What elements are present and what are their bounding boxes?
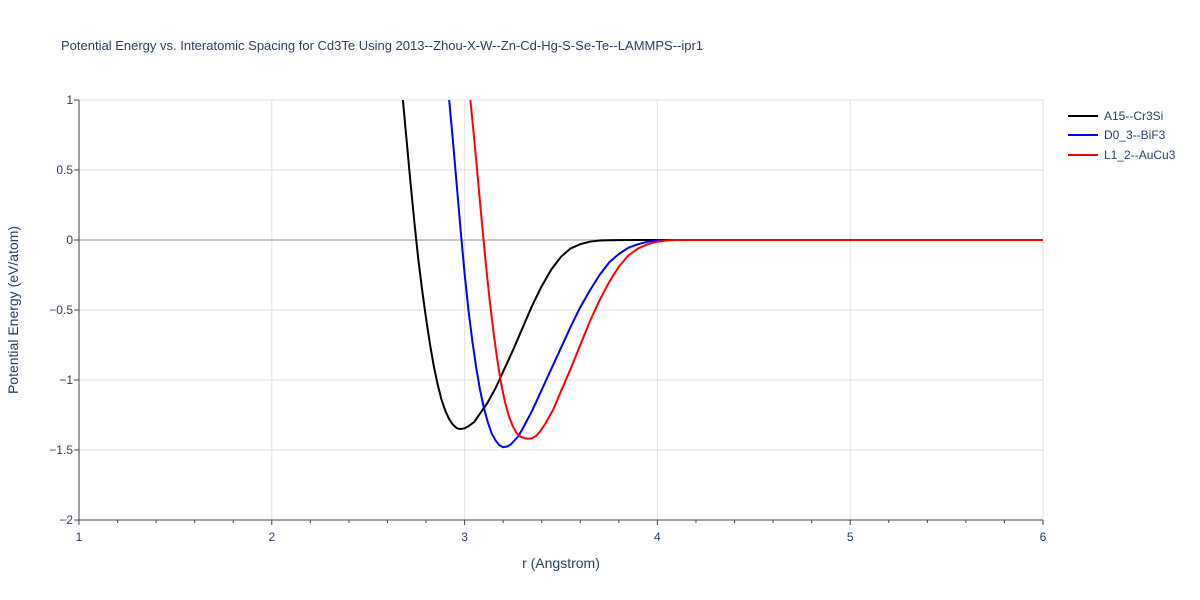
y-axis-label: Potential Energy (eV/atom)	[5, 226, 21, 394]
legend-swatch-d03	[1068, 134, 1098, 137]
tick-labels: 1 2 3 4 5 6 −2 −1.5 −1 −0.5 0 0.5 1	[49, 93, 1046, 544]
y-tick-label: −2	[59, 513, 73, 527]
y-tick-label: −1	[59, 373, 73, 387]
legend-label-a15: A15--Cr3Si	[1104, 108, 1164, 123]
x-axis-label: r (Angstrom)	[522, 555, 600, 571]
y-tick-label: 0	[66, 233, 73, 247]
y-tick-label: 0.5	[56, 163, 73, 177]
legend-item-a15[interactable]: A15--Cr3Si	[1068, 106, 1175, 126]
chart-title: Potential Energy vs. Interatomic Spacing…	[61, 38, 704, 53]
legend-swatch-a15	[1068, 114, 1098, 117]
legend-label-l12: L1_2--AuCu3	[1104, 147, 1176, 162]
x-tick-label: 5	[847, 530, 854, 544]
series-line-1	[448, 100, 1043, 449]
x-tick-label: 6	[1040, 530, 1047, 544]
grid-lines	[78, 99, 1044, 521]
legend: A15--Cr3Si D0_3--BiF3 L1_2--AuCu3	[1068, 106, 1175, 165]
x-tick-label: 1	[76, 530, 83, 544]
x-tick-label: 4	[654, 530, 661, 544]
y-tick-label: 1	[66, 93, 73, 107]
series-line-0	[401, 100, 1043, 430]
legend-swatch-l12	[1068, 153, 1098, 156]
y-tick-label: −1.5	[49, 443, 73, 457]
y-tick-label: −0.5	[49, 303, 73, 317]
x-tick-label: 2	[268, 530, 275, 544]
axes	[74, 99, 1044, 525]
x-tick-label: 3	[461, 530, 468, 544]
legend-item-l12[interactable]: L1_2--AuCu3	[1068, 145, 1175, 165]
series-line-2	[469, 100, 1043, 440]
legend-item-d03[interactable]: D0_3--BiF3	[1068, 126, 1175, 146]
legend-label-d03: D0_3--BiF3	[1104, 128, 1166, 143]
series-lines	[401, 100, 1043, 449]
